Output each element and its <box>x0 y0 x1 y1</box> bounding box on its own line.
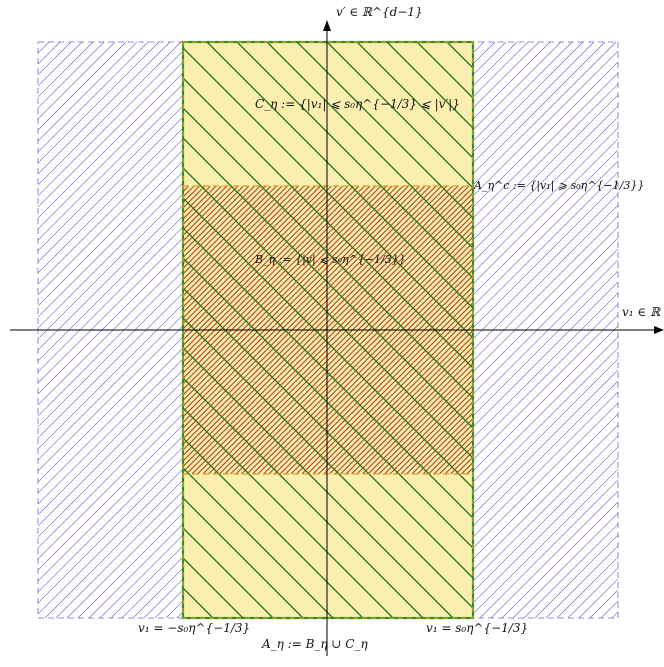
b-eta-label: B_η := {|v| ⩽ s₀η^{−1/3}} <box>255 254 406 265</box>
left-bound-label: v₁ = −s₀η^{−1/3} <box>138 622 250 634</box>
a-eta-label: A_η := B_η ∪ C_η <box>262 638 368 650</box>
right-bound-label: v₁ = s₀η^{−1/3} <box>426 622 528 634</box>
y-axis-arrow <box>323 20 331 31</box>
a-eta-complement-label: A_η^c := {|v₁| ⩾ s₀η^{−1/3}} <box>474 180 644 191</box>
c-eta-label: C_η := {|v₁| ⩽ s₀η^{−1/3} ⩽ |v′|} <box>255 98 460 110</box>
x-axis-label: v₁ ∈ ℝ <box>622 306 660 318</box>
x-axis-arrow <box>654 326 664 334</box>
y-axis-label: v′ ∈ ℝ^{d−1} <box>336 6 423 18</box>
